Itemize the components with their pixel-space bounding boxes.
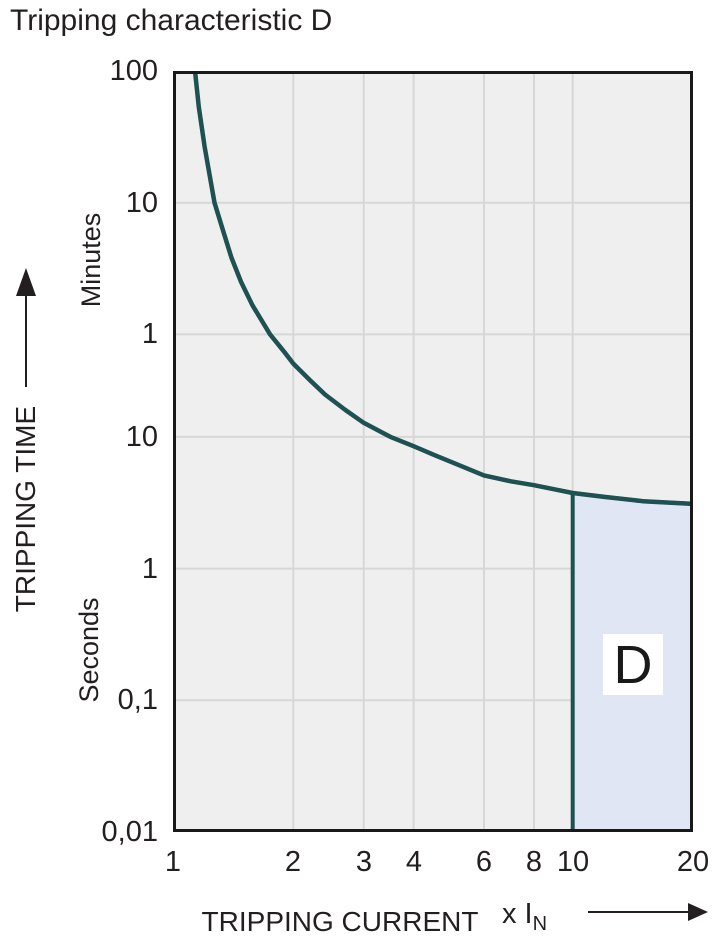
y-axis-arrow-icon (16, 268, 36, 387)
y-tick-label: 10 (125, 187, 158, 219)
x-axis-unit-text: x I (502, 898, 533, 930)
y-tick-label: 10 (125, 421, 158, 453)
plot-border (173, 71, 693, 832)
region-label-box: D (603, 634, 663, 695)
x-axis-unit-subscript: N (532, 913, 548, 935)
chart-title: Tripping characteristic D (10, 4, 333, 37)
tripping-curve (192, 71, 693, 507)
x-tick-label: 6 (475, 846, 493, 878)
x-axis-unit: x IN (502, 898, 547, 936)
x-tick-label: 4 (405, 846, 423, 878)
x-tick-label: 3 (355, 846, 373, 878)
x-axis-arrow-icon (588, 903, 708, 921)
x-tick-label: 1 (164, 846, 182, 878)
y-tick-label: 1 (141, 318, 158, 350)
x-tick-label: 10 (556, 846, 590, 878)
y-tick-label: 1 (141, 553, 158, 585)
x-tick-label: 2 (284, 846, 302, 878)
y-tick-label: 0,01 (101, 816, 158, 848)
y-tick-label: 100 (109, 55, 158, 87)
y-axis-title: TRIPPING TIME (10, 405, 41, 613)
x-tick-label: 8 (525, 846, 543, 878)
plot-area: D (173, 71, 693, 832)
x-tick-label: 20 (676, 846, 710, 878)
region-label: D (613, 634, 653, 695)
x-axis-title: TRIPPING CURRENT (201, 906, 479, 937)
y-tick-label: 0,1 (117, 684, 158, 716)
